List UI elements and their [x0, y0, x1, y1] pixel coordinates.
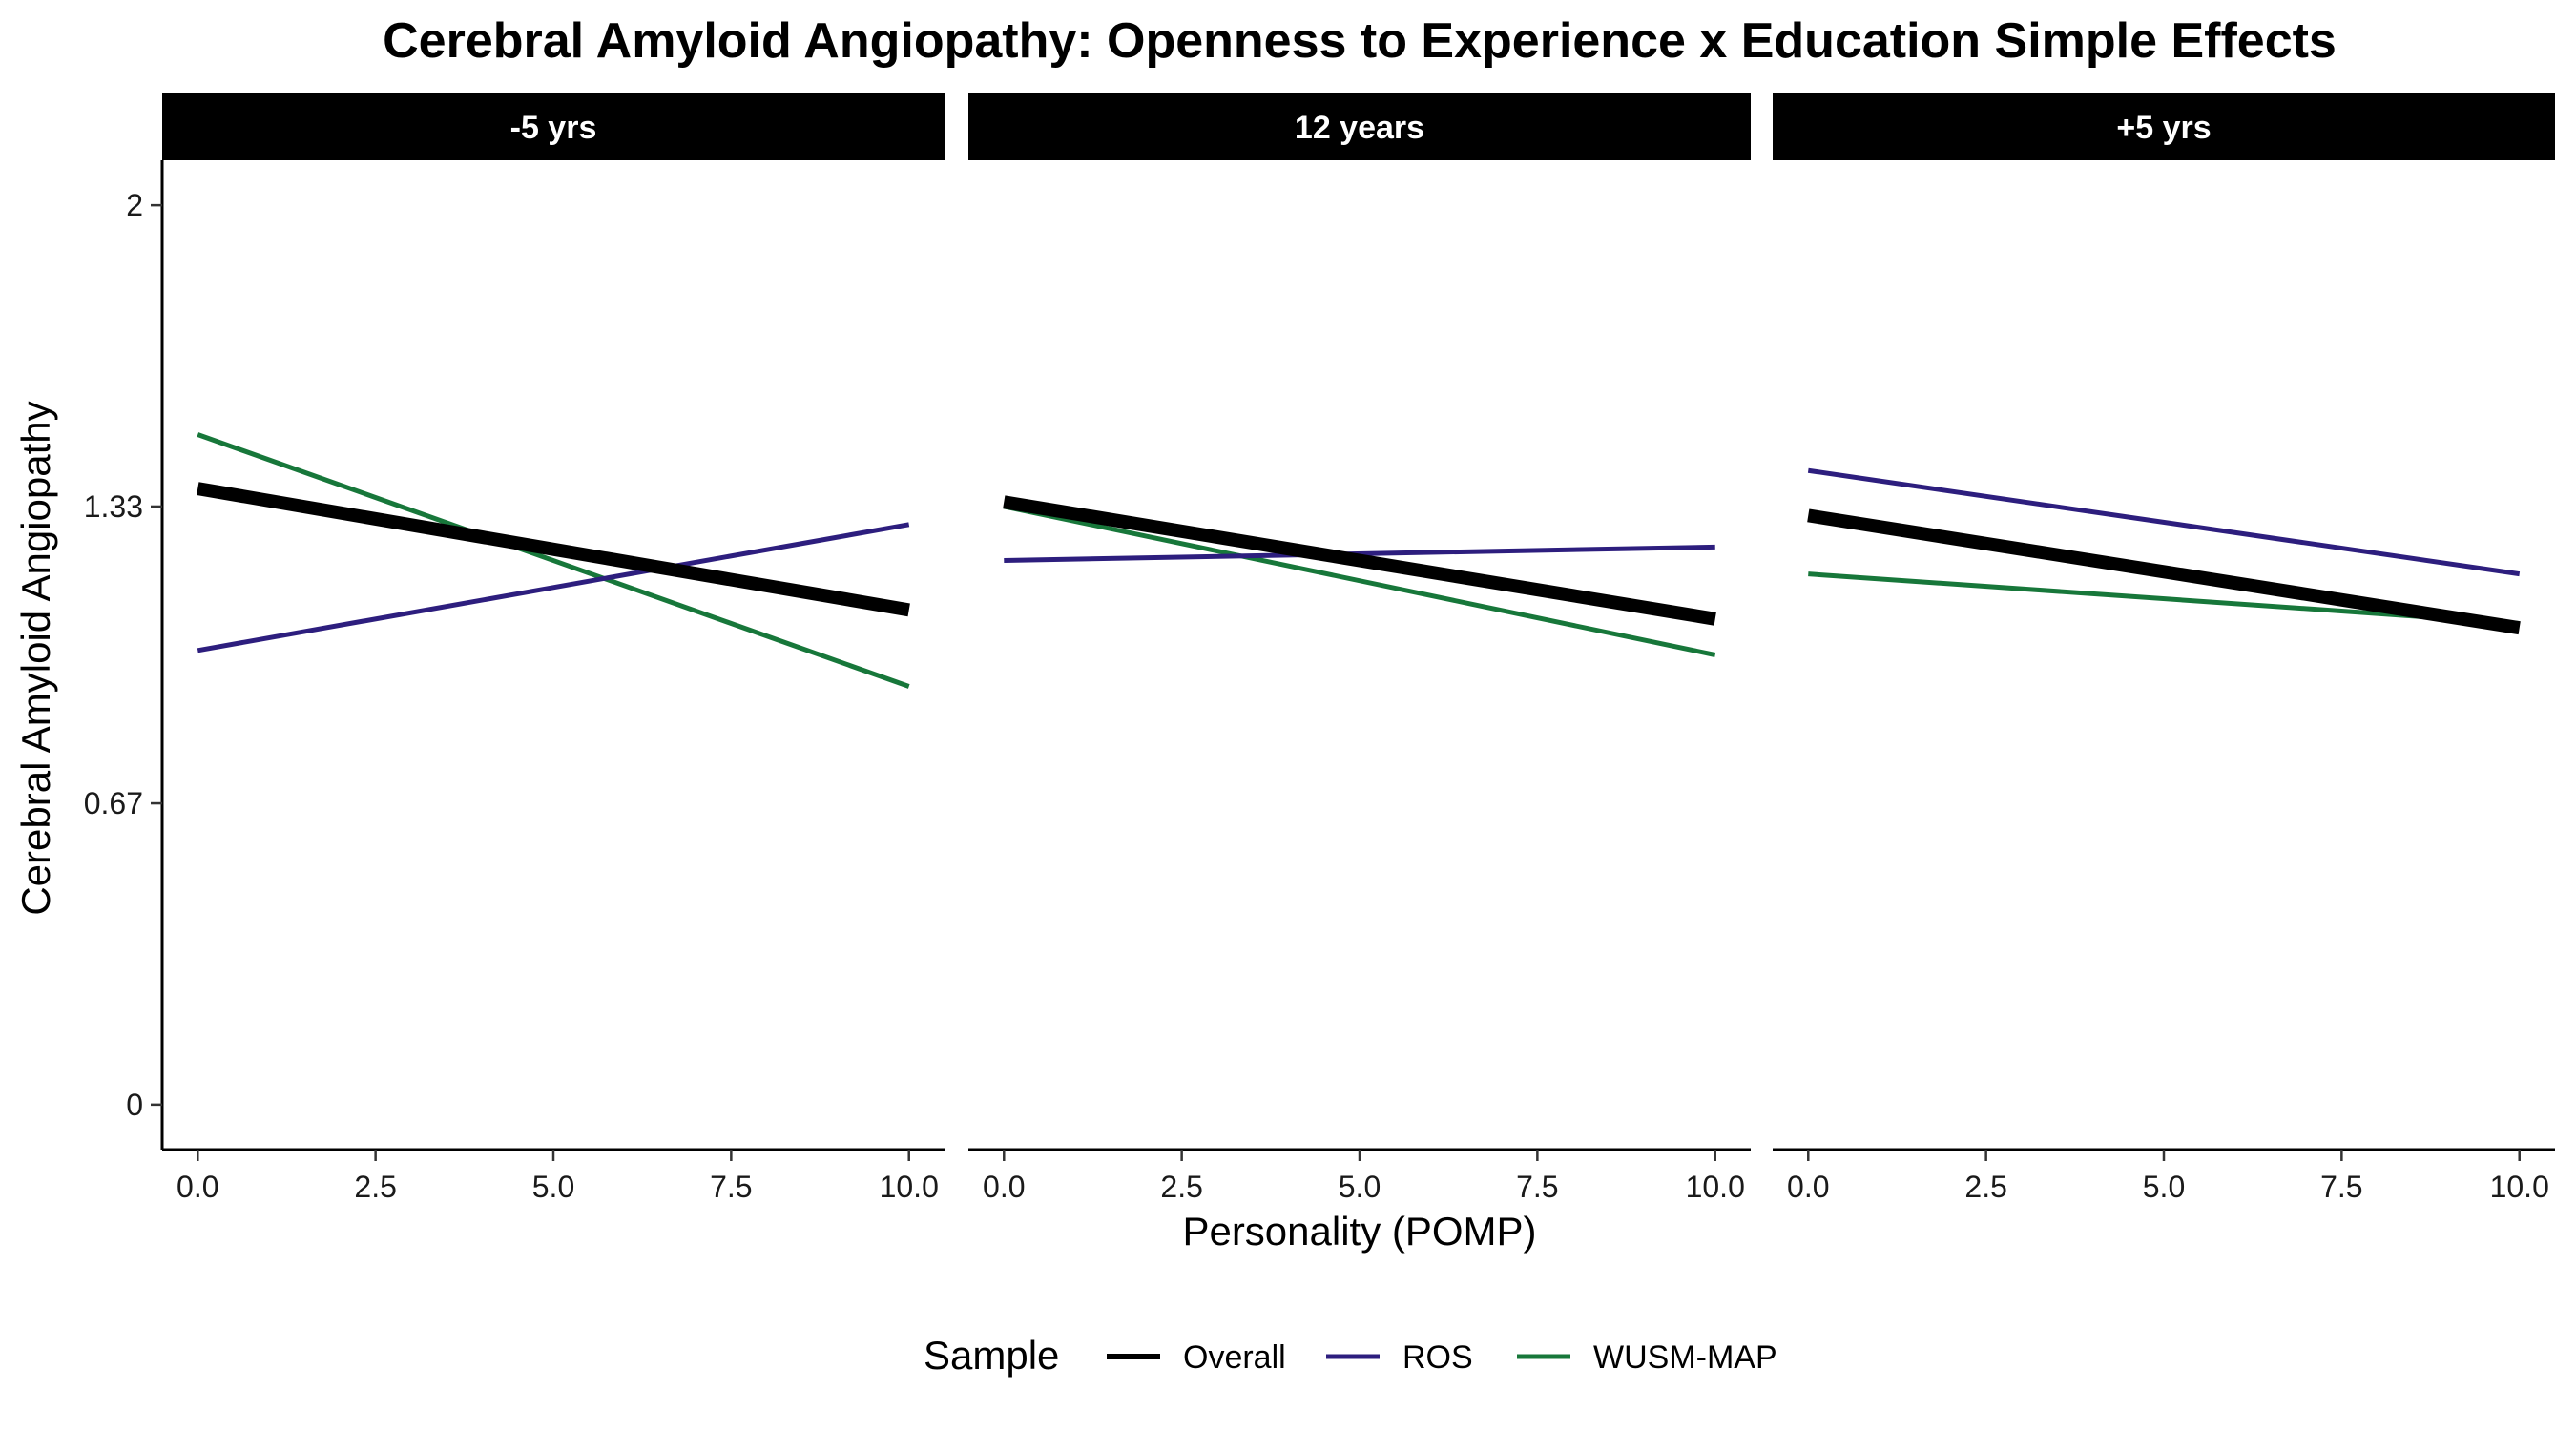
x-tick-label: 7.5 [1516, 1170, 1558, 1204]
chart-title: Cerebral Amyloid Angiopathy: Openness to… [383, 13, 2337, 69]
x-tick-label: 7.5 [2320, 1170, 2362, 1204]
x-tick-label: 10.0 [1686, 1170, 1745, 1204]
legend-label: Overall [1183, 1339, 1286, 1376]
x-tick-label: 10.0 [880, 1170, 939, 1204]
series-line-overall [1003, 495, 1716, 626]
y-axis-title: Cerebral Amyloid Angiopathy [13, 401, 58, 915]
panel-strip-label: -5 yrs [510, 110, 597, 146]
series-line-overall [1807, 508, 2521, 635]
panel-2: +5 yrs 0.0 2.5 5.0 7.5 10.0 [1773, 93, 2555, 1204]
x-tick-label: 5.0 [532, 1170, 574, 1204]
series-line-wusm-map [197, 432, 910, 689]
series-line-ros [1807, 467, 2521, 577]
panel-strip [968, 93, 1751, 160]
series-line-overall [197, 482, 910, 617]
panel-strip-label: 12 years [1295, 110, 1424, 146]
x-axis-title: Personality (POMP) [1182, 1209, 1536, 1254]
panel-strip-label: +5 yrs [2116, 110, 2211, 146]
x-tick-label: 2.5 [1160, 1170, 1202, 1204]
legend-title: Sample [924, 1333, 1059, 1378]
x-tick-label: 0.0 [1787, 1170, 1829, 1204]
x-tick-label: 5.0 [1339, 1170, 1381, 1204]
legend-label: ROS [1402, 1339, 1473, 1376]
x-tick-label: 5.0 [2143, 1170, 2185, 1204]
panel-strip [162, 93, 945, 160]
x-tick-label: 0.0 [983, 1170, 1025, 1204]
panel-0: -5 yrs 0.0 2.5 5.0 7.5 10.0 0 0.67 1.33 2 [84, 93, 945, 1204]
panel-1: 12 years 0.0 2.5 5.0 7.5 10.0 [968, 93, 1751, 1204]
panels-layer: -5 yrs 0.0 2.5 5.0 7.5 10.0 0 0.67 1.33 2 12 years… [84, 93, 2555, 1204]
x-tick-label: 7.5 [710, 1170, 752, 1204]
y-tick-label: 0.67 [84, 786, 143, 820]
x-tick-label: 0.0 [177, 1170, 218, 1204]
panel-strip [1773, 93, 2555, 160]
legend-label: WUSM-MAP [1593, 1339, 1777, 1376]
x-tick-label: 2.5 [354, 1170, 396, 1204]
y-tick-label: 1.33 [84, 489, 143, 524]
series-line-ros [197, 522, 910, 653]
y-tick-label: 2 [126, 188, 143, 222]
series-line-wusm-map [1003, 504, 1716, 657]
y-tick-label: 0 [126, 1088, 143, 1122]
legend: Sample Overall ROS WUSM-MAP [924, 1333, 1777, 1378]
x-tick-label: 2.5 [1964, 1170, 2006, 1204]
x-tick-label: 10.0 [2490, 1170, 2549, 1204]
